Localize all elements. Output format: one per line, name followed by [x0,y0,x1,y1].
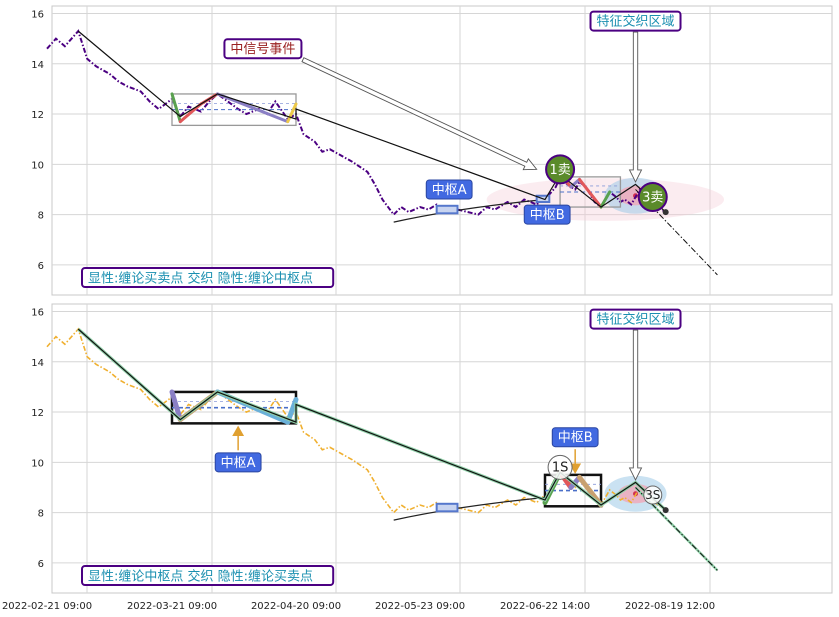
y-tick-label: 14 [31,358,44,369]
stroke-segment [169,389,183,423]
annotation-text: 中枢A [432,183,467,198]
y-tick-label: 16 [31,308,44,319]
pivot-label-box [551,427,599,448]
pivot-label-box [523,204,571,225]
annotation-text: 中枢B [530,208,565,223]
lower-trend-curve [393,198,546,223]
y-tick-label: 10 [31,458,44,469]
legend-box [81,267,335,288]
stroke-segment [599,190,612,209]
signal-label: 3卖 [642,190,663,205]
annotation-arrow [301,57,538,171]
annotation-text: 中信号事件 [230,42,295,57]
y-tick-label: 10 [31,160,44,171]
signal-label: 1卖 [549,163,570,178]
annotation-text: 特征交织区域 [597,14,675,30]
stroke-segment [577,177,603,209]
lower-trend-curve [393,496,546,521]
trend-line [77,30,667,213]
signal-label: 1S [552,460,569,475]
trend-line [77,328,667,511]
annotation-text: 中枢A [221,456,256,471]
pivot-label-box [214,452,262,473]
x-tick-label: 2022-04-20 09:00 [251,601,341,612]
x-tick-label: 2022-03-21 09:00 [127,601,217,612]
stroke-segment [569,177,581,189]
legend-text: 显性:缠论中枢点 交织 隐性:缠论买卖点 [88,569,313,585]
x-axis: 2022-02-21 09:00 2022-03-21 09:00 2022-04-… [2,601,715,612]
signal-circle [545,154,576,185]
x-tick-label: 2022-02-21 09:00 [2,601,92,612]
y-tick-label: 14 [31,60,44,71]
annotation-text: 中枢B [558,431,593,446]
signal-circle [547,454,573,480]
stroke-segment [178,102,203,124]
projection-line [635,487,718,571]
pivot-box [435,502,459,513]
stroke-segment [170,92,182,124]
y-tick-label: 12 [31,408,44,419]
annotation-box [589,10,682,32]
y-tick-label: 6 [38,261,44,272]
legend-text: 显性:缠论买卖点 交织 隐性:缠论中枢点 [88,271,313,287]
x-tick-label: 2022-06-22 14:00 [500,601,590,612]
annotation-box [223,38,303,60]
signal-label: 3S [645,488,660,502]
annotation-arrow [628,329,643,481]
x-tick-label: 2022-08-19 12:00 [625,601,715,612]
signal-circle [643,485,663,505]
plot-area [51,5,833,296]
legend-box [81,565,335,586]
annotation-text: 特征交织区域 [597,312,675,328]
end-point-marker [662,507,669,514]
y-tick-label: 6 [38,559,44,570]
y-tick-label: 8 [38,509,44,520]
x-tick-label: 2022-05-23 09:00 [375,601,465,612]
pivot-label-box [425,179,473,200]
annotation-box [589,308,682,330]
annotation-arrow [628,31,643,183]
y-tick-label: 8 [38,211,44,222]
plot-area [51,303,833,594]
end-point-marker [662,209,669,216]
y-tick-label: 16 [31,10,44,21]
stroke-segment [215,92,290,124]
y-tick-label: 12 [31,110,44,121]
signal-circle [637,181,668,212]
pivot-box [435,204,459,215]
stroke-segment [286,102,298,124]
